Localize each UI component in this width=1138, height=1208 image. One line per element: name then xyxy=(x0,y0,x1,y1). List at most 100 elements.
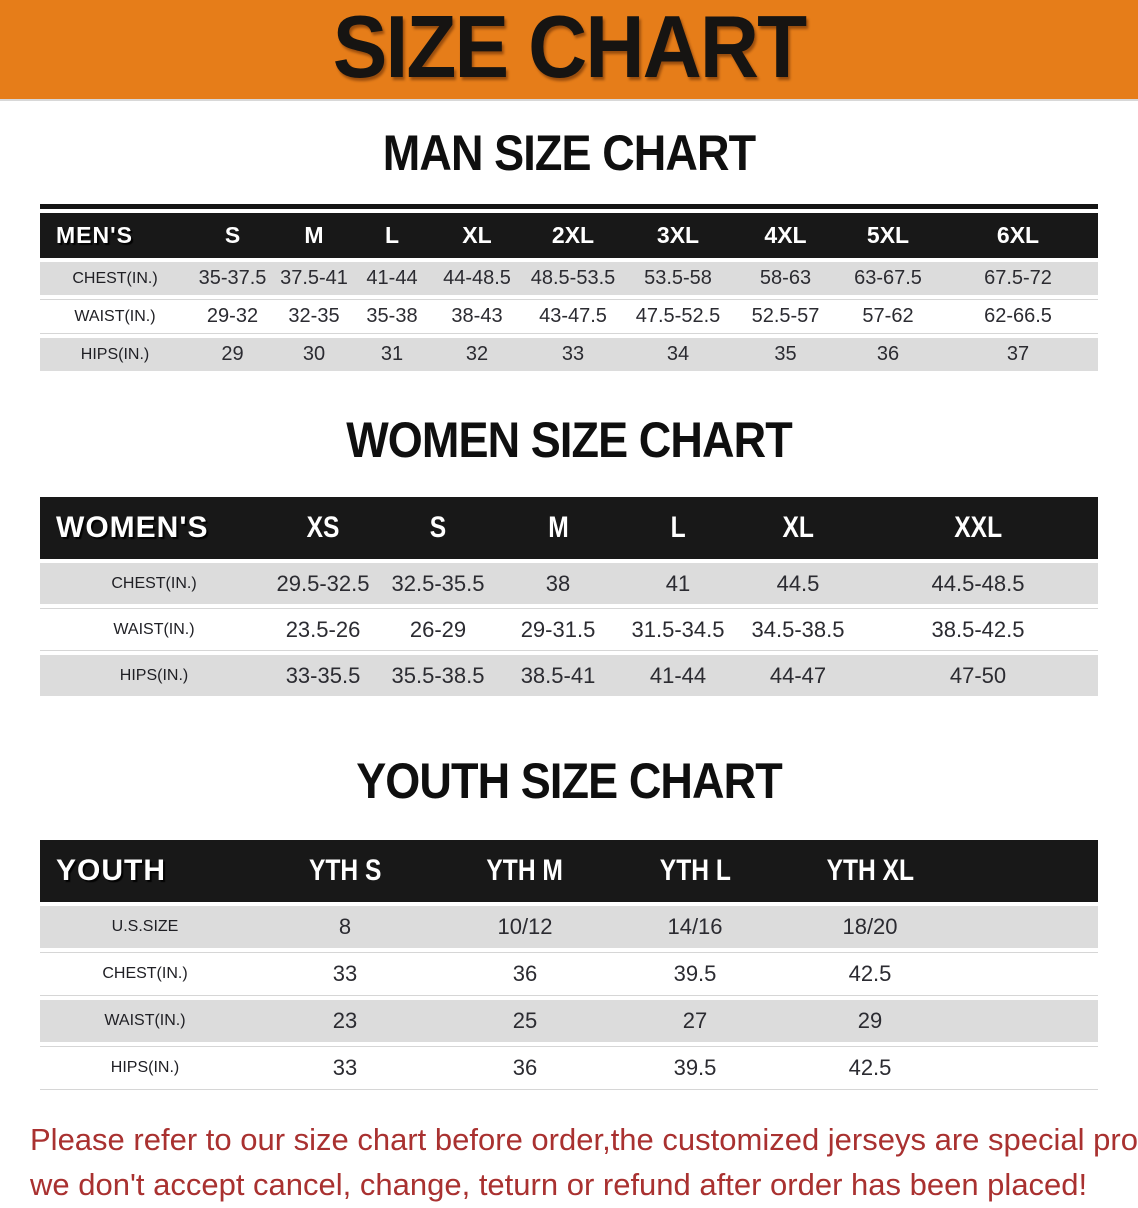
table-corner-label: YOUTH xyxy=(56,854,166,887)
size-value-cell: 14/16 xyxy=(667,914,723,939)
table-corner-label: MEN'S xyxy=(56,222,133,248)
size-value-cell: 29 xyxy=(857,1008,883,1033)
size-column-header-text: M xyxy=(547,511,569,544)
measurement-row: WAIST(IN.) 23 25 27 29 xyxy=(40,1000,1098,1042)
measurement-row: WAIST(IN.) 23.5-26 26-29 29-31.5 31.5-34.5 34… xyxy=(40,608,1098,651)
size-value-cell: 35.5-38.5 xyxy=(391,662,485,688)
row-label: CHEST(IN.) xyxy=(40,952,250,996)
disclaimer-line-2: we don't accept cancel, change, teturn o… xyxy=(30,1166,1088,1202)
size-chart-banner: SIZE CHART xyxy=(0,0,1138,101)
size-value-cell: 43-47.5 xyxy=(523,299,623,334)
size-value-cell: 38.5-42.5 xyxy=(858,608,1098,651)
size-value-cell: 38-43 xyxy=(431,299,523,334)
size-value-cell: 23 xyxy=(332,1008,358,1033)
size-value-cell: 34 xyxy=(666,343,690,365)
disclaimer-note: Please refer to our size chart before or… xyxy=(30,1118,1138,1208)
women-size-section: WOMEN SIZE CHART WOMEN'S XS S M L XL XXL CHEST… xyxy=(0,415,1138,700)
disclaimer-line-1: Please refer to our size chart before or… xyxy=(30,1122,1138,1157)
size-table-header-row: YOUTH YTH S YTH M YTH L YTH XL xyxy=(40,840,1098,902)
size-column-header: 3XL xyxy=(623,213,733,258)
size-column-header-text: XXL xyxy=(954,511,1002,544)
size-value-cell: 36 xyxy=(440,1046,610,1090)
size-value-cell: 36 xyxy=(876,343,900,365)
size-column-header: L xyxy=(618,497,738,559)
size-column-header: XS xyxy=(268,497,378,559)
size-value-cell: 18/20 xyxy=(842,914,898,939)
men-size-table: MEN'S S M L XL 2XL 3XL 4XL 5XL 6XL CHEST(IN.) 35-3… xyxy=(40,204,1098,375)
size-value-cell: 62-66.5 xyxy=(938,299,1098,334)
size-value-cell: 33 xyxy=(561,343,585,365)
size-value-cell: 32 xyxy=(465,343,489,365)
size-column-header: L xyxy=(353,213,431,258)
size-column-header: XL xyxy=(431,213,523,258)
size-column-header-text: S xyxy=(224,222,241,248)
row-label: CHEST(IN.) xyxy=(111,574,197,592)
section-heading: MAN SIZE CHART xyxy=(382,125,756,181)
size-value-cell: 30 xyxy=(302,343,326,365)
size-column-header: 5XL xyxy=(838,213,938,258)
size-column-header: M xyxy=(498,497,618,559)
header-filler-cell xyxy=(960,840,1098,902)
size-value-cell: 25 xyxy=(512,1008,538,1033)
size-column-header: 4XL xyxy=(733,213,838,258)
measurement-row: HIPS(IN.) 33 36 39.5 42.5 xyxy=(40,1046,1098,1090)
size-column-header: S xyxy=(190,213,275,258)
size-value-cell: 39.5 xyxy=(610,1046,780,1090)
size-column-header: YTH L xyxy=(610,840,780,902)
youth-size-table: YOUTH YTH S YTH M YTH L YTH XL U.S.SIZE 8 10/1… xyxy=(40,836,1098,1094)
size-value-cell: 29-31.5 xyxy=(498,608,618,651)
row-label: WAIST(IN.) xyxy=(104,1012,186,1029)
size-column-header: YTH XL xyxy=(780,840,960,902)
size-column-header: 6XL xyxy=(938,213,1098,258)
size-column-header-text: L xyxy=(384,222,400,248)
size-value-cell: 32.5-35.5 xyxy=(391,570,485,596)
size-value-cell: 67.5-72 xyxy=(984,267,1052,289)
size-value-cell: 42.5 xyxy=(780,952,960,996)
banner-title: SIZE CHART xyxy=(332,0,807,96)
measurement-row: CHEST(IN.) 33 36 39.5 42.5 xyxy=(40,952,1098,996)
size-value-cell: 44.5 xyxy=(776,570,820,596)
size-value-cell: 34.5-38.5 xyxy=(738,608,858,651)
size-column-header-text: 5XL xyxy=(866,222,910,248)
size-column-header-text: M xyxy=(304,222,324,248)
size-column-header-text: YTH S xyxy=(308,854,382,887)
size-value-cell: 41 xyxy=(665,570,691,596)
size-value-cell: 27 xyxy=(682,1008,708,1033)
size-value-cell: 35 xyxy=(774,343,797,365)
size-value-cell: 58-63 xyxy=(759,267,812,289)
row-filler-cell xyxy=(960,906,1098,948)
size-column-header-text: XL xyxy=(462,222,492,248)
size-column-header: S xyxy=(378,497,498,559)
size-value-cell: 41-44 xyxy=(366,267,418,289)
size-value-cell: 63-67.5 xyxy=(854,267,922,289)
size-column-header: M xyxy=(275,213,353,258)
size-value-cell: 31.5-34.5 xyxy=(618,608,738,651)
size-column-header: 2XL xyxy=(523,213,623,258)
size-column-header-text: XL xyxy=(782,511,814,544)
size-value-cell: 26-29 xyxy=(378,608,498,651)
size-value-cell: 41-44 xyxy=(649,662,707,688)
youth-size-section: YOUTH SIZE CHART YOUTH YTH S YTH M YTH L YTH… xyxy=(0,756,1138,1094)
section-heading: WOMEN SIZE CHART xyxy=(346,412,792,468)
size-value-cell: 52.5-57 xyxy=(733,299,838,334)
row-label: WAIST(IN.) xyxy=(40,608,268,651)
row-filler-cell xyxy=(960,1046,1098,1090)
size-column-header: XL xyxy=(738,497,858,559)
size-value-cell: 47-50 xyxy=(949,662,1007,688)
size-column-header-text: YTH L xyxy=(659,854,731,887)
measurement-row: U.S.SIZE 8 10/12 14/16 18/20 xyxy=(40,906,1098,948)
size-column-header-text: 4XL xyxy=(764,222,807,248)
measurement-row: HIPS(IN.) 29 30 31 32 33 34 35 36 37 xyxy=(40,338,1098,371)
size-value-cell: 44-47 xyxy=(769,662,827,688)
size-value-cell: 57-62 xyxy=(838,299,938,334)
row-filler-cell xyxy=(960,952,1098,996)
measurement-row: WAIST(IN.) 29-32 32-35 35-38 38-43 43-47.5 47.… xyxy=(40,299,1098,334)
row-label: WAIST(IN.) xyxy=(40,299,190,334)
row-label: U.S.SIZE xyxy=(111,918,179,935)
size-column-header-text: L xyxy=(670,511,686,544)
size-value-cell: 8 xyxy=(338,914,352,939)
size-value-cell: 33 xyxy=(250,1046,440,1090)
size-column-header-text: S xyxy=(429,511,447,544)
size-value-cell: 32-35 xyxy=(275,299,353,334)
row-label: HIPS(IN.) xyxy=(119,666,189,684)
